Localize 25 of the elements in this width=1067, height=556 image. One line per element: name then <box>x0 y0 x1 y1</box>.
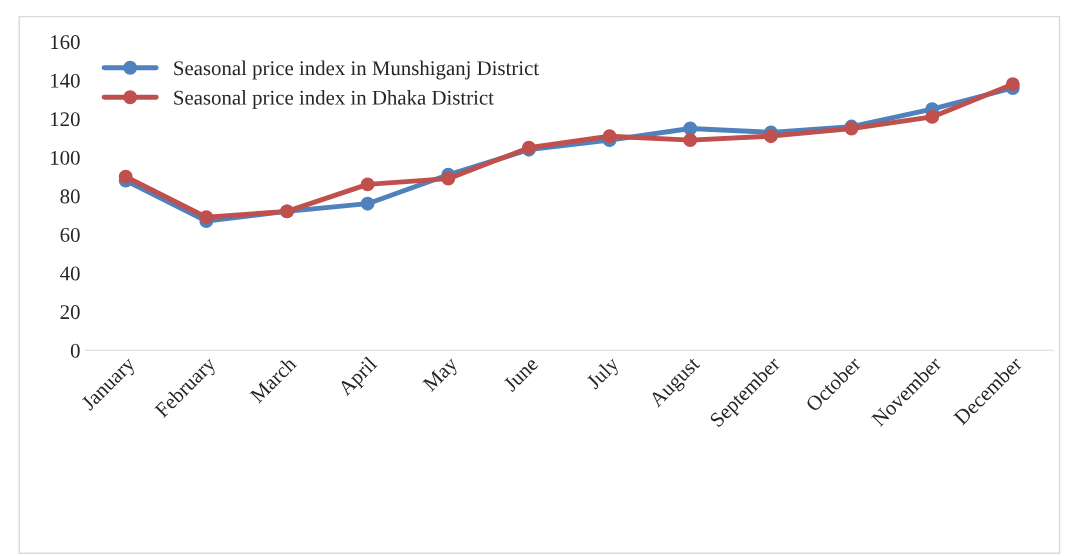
y-tick-label: 60 <box>60 227 80 242</box>
x-tick-label: July <box>585 355 623 393</box>
point <box>441 171 456 186</box>
point <box>360 196 375 211</box>
point <box>199 210 214 225</box>
point <box>683 133 698 148</box>
point <box>763 129 778 144</box>
y-tick-label: 20 <box>60 305 80 320</box>
legend-label: Seasonal price index in Munshiganj District <box>174 60 539 80</box>
y-tick-label: 0 <box>70 343 80 358</box>
y-tick-label: 120 <box>51 112 80 127</box>
legend-label: Seasonal price index in Dhaka District <box>174 90 494 109</box>
point <box>925 109 940 124</box>
x-tick-label: May <box>422 355 462 396</box>
point <box>360 177 375 192</box>
point <box>683 121 698 136</box>
point <box>602 129 617 144</box>
y-tick-label: 140 <box>51 73 80 88</box>
x-tick-label: June <box>502 356 539 393</box>
y-tick-label: 40 <box>60 266 80 281</box>
point <box>1005 77 1020 92</box>
point <box>118 169 133 184</box>
y-tick-label: 100 <box>51 150 80 165</box>
y-tick-label: 80 <box>60 189 80 204</box>
y-tick-label: 160 <box>51 35 80 50</box>
